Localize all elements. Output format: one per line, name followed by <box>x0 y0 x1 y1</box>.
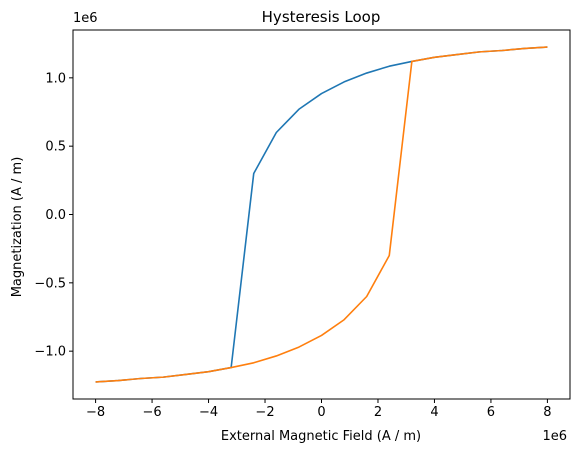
axes-frame <box>72 29 571 400</box>
series-line-1 <box>95 46 548 383</box>
y-tick-label: 0.5 <box>45 140 66 155</box>
y-tick-label: 0.0 <box>45 208 66 223</box>
x-tick-label: −6 <box>142 405 161 420</box>
x-offset-label: 1e6 <box>542 429 567 444</box>
x-tick-label: −2 <box>255 405 274 420</box>
x-tick-label: −4 <box>199 405 218 420</box>
x-axis-label: External Magnetic Field (A / m) <box>221 429 421 444</box>
x-ticks: −8 −6 −4 −2 0 2 4 6 8 <box>86 399 552 420</box>
x-tick-label: −8 <box>86 405 105 420</box>
chart-title: Hysteresis Loop <box>262 8 381 26</box>
y-ticks: −1.0 −0.5 0.0 0.5 1.0 <box>34 71 73 360</box>
y-offset-label: 1e6 <box>73 11 98 26</box>
y-tick-label: 1.0 <box>45 71 66 86</box>
x-tick-label: 4 <box>430 405 438 420</box>
x-tick-label: 2 <box>374 405 382 420</box>
y-tick-label: −0.5 <box>34 276 66 291</box>
series-layer <box>95 46 548 383</box>
y-tick-label: −1.0 <box>34 345 66 360</box>
series-line-2 <box>95 46 548 383</box>
x-tick-label: 8 <box>543 405 551 420</box>
y-axis-label: Magnetization (A / m) <box>10 157 25 298</box>
x-tick-label: 6 <box>487 405 495 420</box>
x-tick-label: 0 <box>317 405 325 420</box>
